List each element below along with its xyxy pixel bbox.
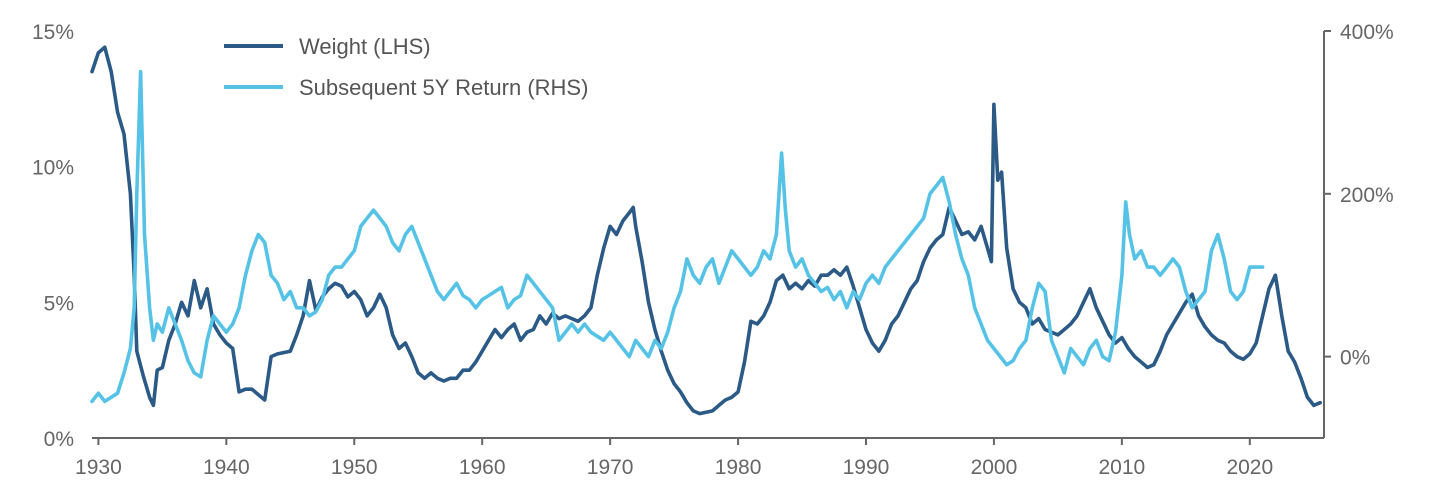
right-tick-label: 200% [1340, 184, 1394, 207]
x-tick-label: 1960 [459, 456, 506, 479]
x-tick-label: 2020 [1226, 456, 1273, 479]
x-tick-label: 1950 [331, 456, 378, 479]
x-tick-label: 1980 [715, 456, 762, 479]
legend: Weight (LHS) Subsequent 5Y Return (RHS) [224, 34, 588, 100]
right-tick-label: 0% [1340, 347, 1370, 370]
x-tick-label: 1940 [203, 456, 250, 479]
x-tick-label: 2000 [971, 456, 1018, 479]
left-tick-label: 5% [44, 292, 74, 315]
plot-area: 1930 1940 1950 1960 1970 1980 1990 2000 2010 2020… [32, 21, 1394, 479]
legend-label-return: Subsequent 5Y Return (RHS) [299, 75, 588, 100]
x-tick-label: 2010 [1099, 456, 1146, 479]
series-line-1 [90, 69, 1265, 404]
x-tick-label: 1990 [843, 456, 890, 479]
legend-label-weight: Weight (LHS) [299, 34, 431, 59]
x-tick-label: 1970 [587, 456, 634, 479]
series-layer [90, 45, 1322, 416]
x-tick-label: 1930 [75, 456, 122, 479]
left-tick-label: 15% [32, 21, 74, 44]
left-tick-label: 10% [32, 157, 74, 180]
series-line-0 [90, 45, 1322, 416]
axes-layer: 1930 1940 1950 1960 1970 1980 1990 2000 2010 2020… [32, 21, 1394, 479]
left-tick-label: 0% [44, 428, 74, 451]
right-tick-label: 400% [1340, 21, 1394, 44]
